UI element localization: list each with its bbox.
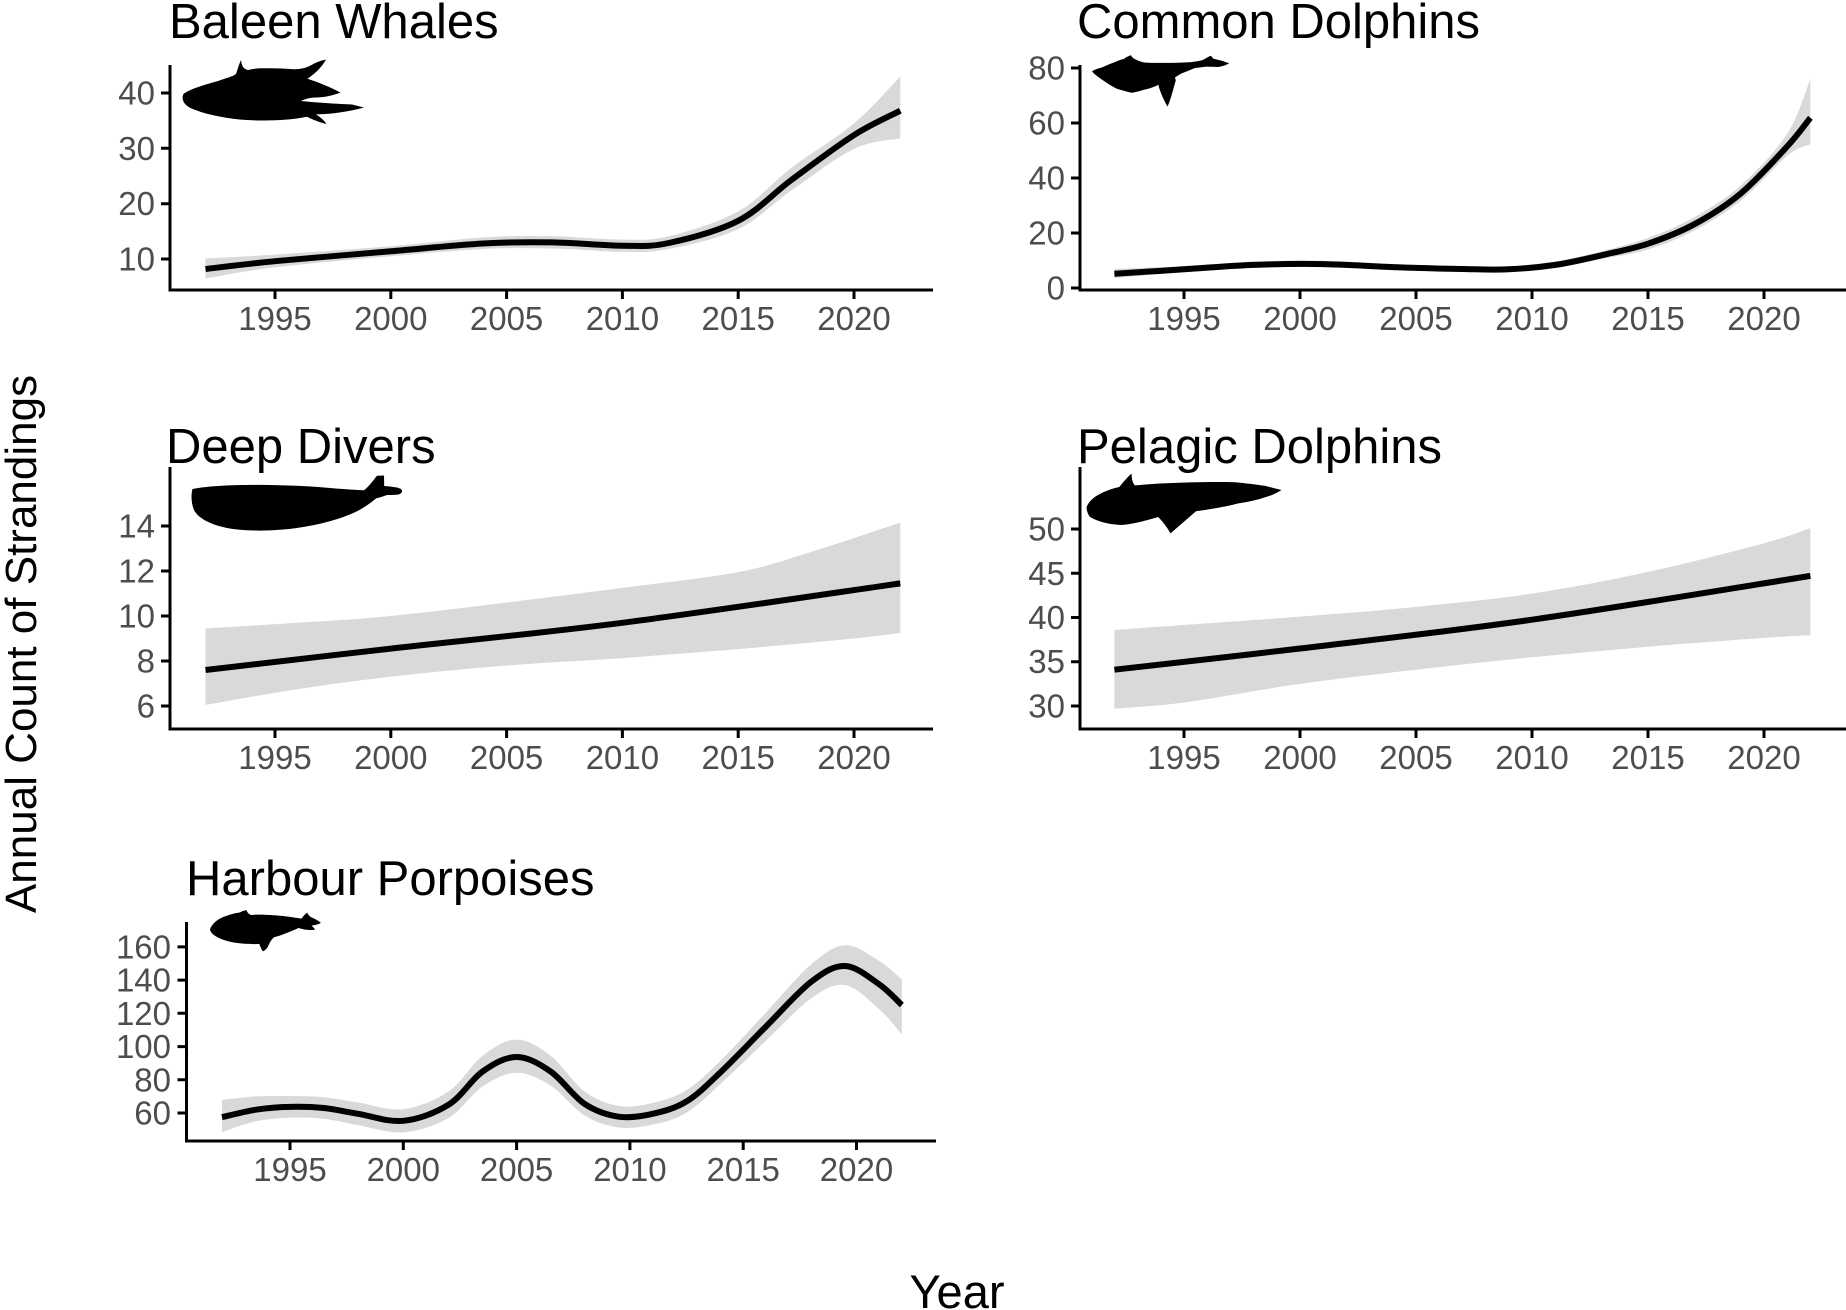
- svg-text:2005: 2005: [1379, 739, 1452, 776]
- svg-text:100: 100: [116, 1028, 171, 1065]
- svg-text:Baleen Whales: Baleen Whales: [169, 0, 499, 49]
- svg-text:30: 30: [118, 130, 155, 167]
- svg-text:2020: 2020: [1727, 739, 1800, 776]
- svg-text:Pelagic Dolphins: Pelagic Dolphins: [1077, 420, 1442, 474]
- svg-text:Annual Count of Strandings: Annual Count of Strandings: [0, 375, 46, 913]
- svg-text:30: 30: [1028, 688, 1065, 725]
- svg-text:80: 80: [1028, 50, 1065, 87]
- svg-text:140: 140: [116, 962, 171, 999]
- svg-text:1995: 1995: [238, 300, 311, 337]
- svg-text:8: 8: [137, 643, 155, 680]
- svg-text:2005: 2005: [470, 739, 543, 776]
- svg-text:0: 0: [1047, 270, 1065, 307]
- svg-text:2015: 2015: [701, 300, 774, 337]
- svg-text:1995: 1995: [238, 739, 311, 776]
- svg-text:2010: 2010: [1495, 739, 1568, 776]
- svg-text:80: 80: [134, 1061, 171, 1098]
- svg-text:10: 10: [118, 598, 155, 635]
- svg-text:45: 45: [1028, 555, 1065, 592]
- svg-text:2000: 2000: [367, 1151, 440, 1188]
- svg-text:40: 40: [1028, 160, 1065, 197]
- svg-text:2005: 2005: [480, 1151, 553, 1188]
- svg-text:160: 160: [116, 928, 171, 965]
- svg-text:10: 10: [118, 241, 155, 278]
- svg-text:35: 35: [1028, 643, 1065, 680]
- svg-text:12: 12: [118, 553, 155, 590]
- svg-text:2020: 2020: [817, 300, 890, 337]
- svg-text:60: 60: [134, 1095, 171, 1132]
- svg-text:Harbour Porpoises: Harbour Porpoises: [186, 852, 595, 906]
- svg-text:2020: 2020: [1727, 300, 1800, 337]
- svg-text:2005: 2005: [1379, 300, 1452, 337]
- svg-text:120: 120: [116, 995, 171, 1032]
- svg-text:2020: 2020: [820, 1151, 893, 1188]
- svg-text:50: 50: [1028, 511, 1065, 548]
- svg-text:Deep Divers: Deep Divers: [166, 420, 436, 474]
- svg-text:2015: 2015: [701, 739, 774, 776]
- svg-text:2015: 2015: [1611, 739, 1684, 776]
- svg-text:6: 6: [137, 688, 155, 725]
- svg-text:14: 14: [118, 508, 155, 545]
- svg-text:60: 60: [1028, 105, 1065, 142]
- svg-text:2000: 2000: [354, 300, 427, 337]
- svg-text:1995: 1995: [1147, 739, 1220, 776]
- svg-text:Year: Year: [910, 1265, 1005, 1310]
- svg-text:1995: 1995: [253, 1151, 326, 1188]
- svg-text:2010: 2010: [586, 739, 659, 776]
- svg-text:Common Dolphins: Common Dolphins: [1077, 0, 1480, 49]
- svg-text:40: 40: [118, 75, 155, 112]
- svg-text:2010: 2010: [586, 300, 659, 337]
- svg-text:2020: 2020: [817, 739, 890, 776]
- svg-text:2000: 2000: [1263, 739, 1336, 776]
- svg-text:2000: 2000: [1263, 300, 1336, 337]
- svg-text:2005: 2005: [470, 300, 543, 337]
- svg-text:20: 20: [118, 185, 155, 222]
- svg-text:2015: 2015: [706, 1151, 779, 1188]
- svg-text:20: 20: [1028, 215, 1065, 252]
- svg-text:1995: 1995: [1147, 300, 1220, 337]
- svg-text:2015: 2015: [1611, 300, 1684, 337]
- svg-text:2010: 2010: [593, 1151, 666, 1188]
- svg-text:2000: 2000: [354, 739, 427, 776]
- svg-text:2010: 2010: [1495, 300, 1568, 337]
- svg-text:40: 40: [1028, 599, 1065, 636]
